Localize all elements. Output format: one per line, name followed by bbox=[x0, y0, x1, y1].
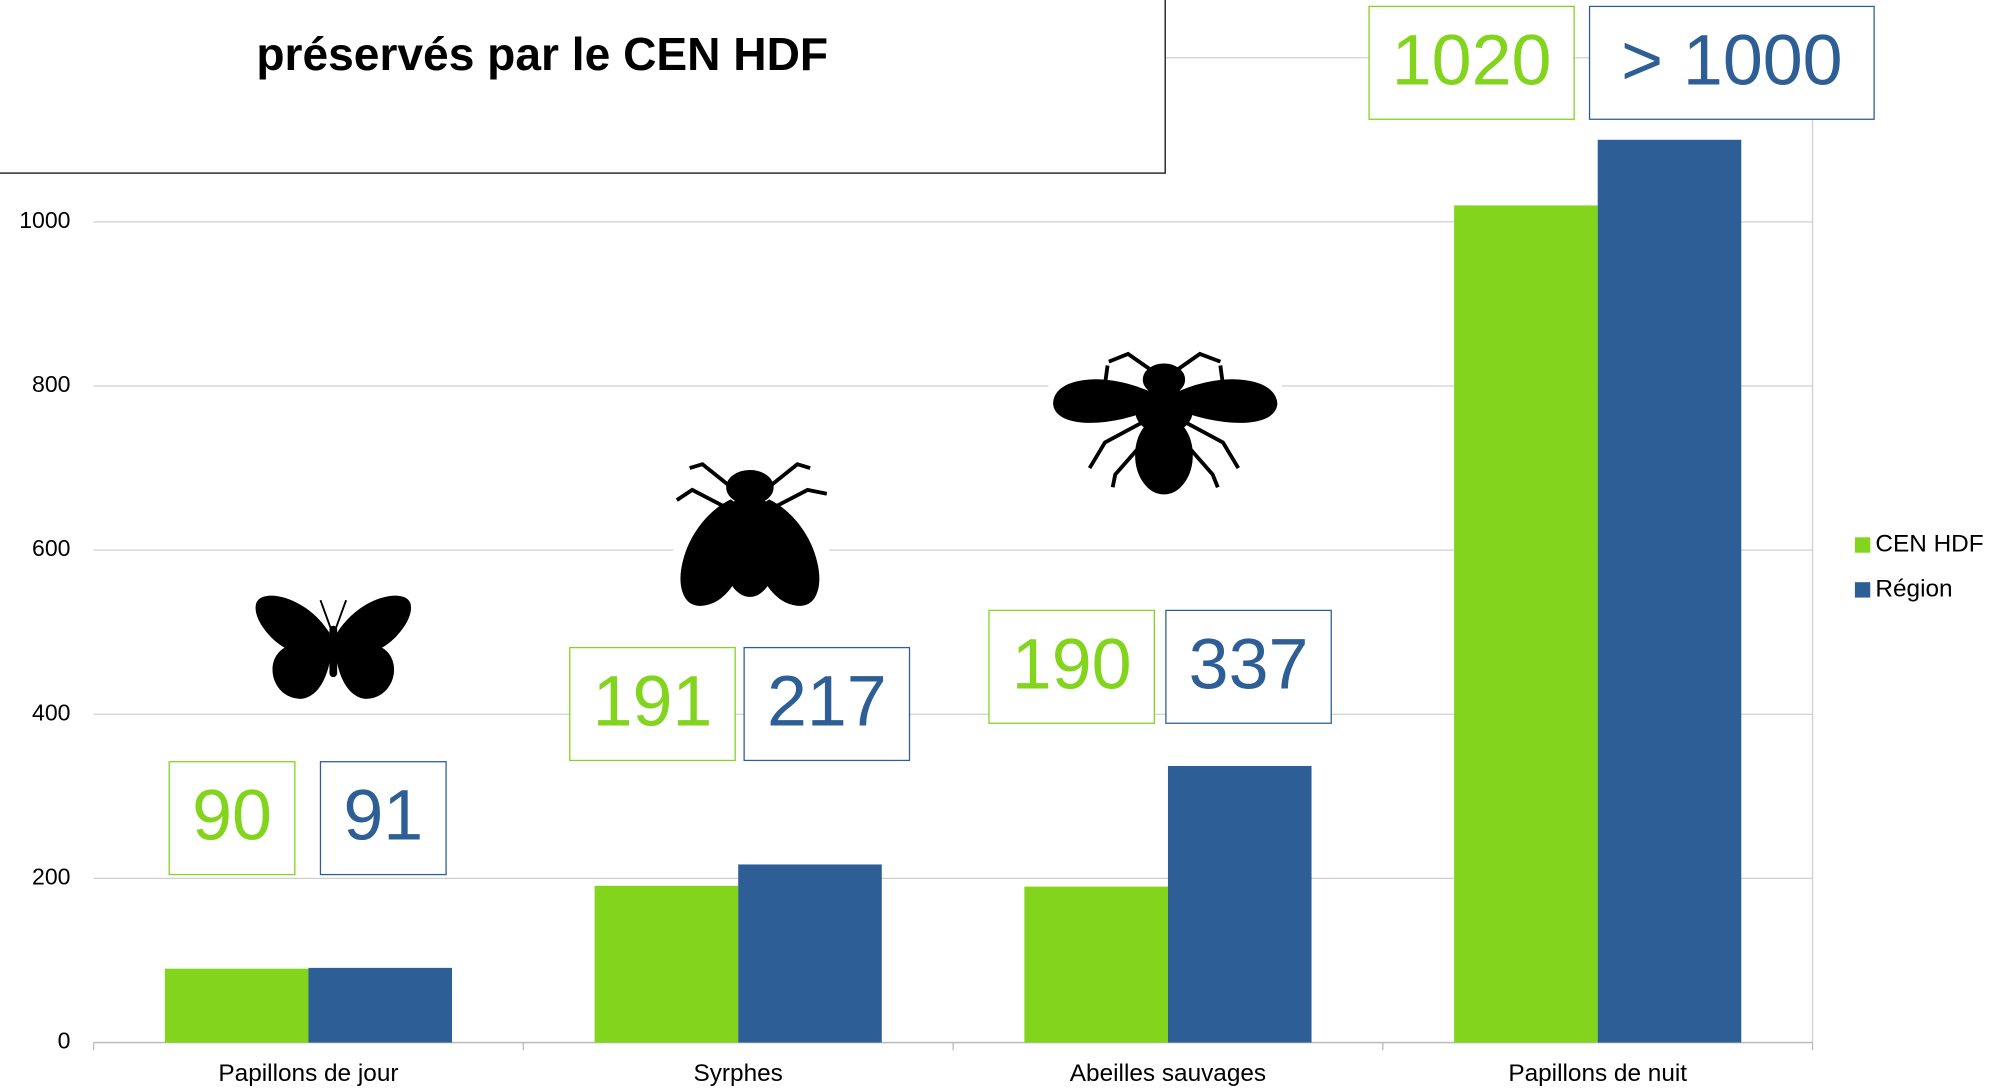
legend-swatch bbox=[1854, 537, 1871, 553]
bar bbox=[1024, 886, 1168, 1043]
title-box bbox=[0, 0, 1167, 174]
bar bbox=[164, 968, 309, 1043]
value-label: 337 bbox=[1189, 624, 1309, 704]
bar bbox=[1597, 139, 1742, 1043]
value-label-box bbox=[319, 761, 447, 876]
x-tick-label: Abeilles sauvages bbox=[1070, 1060, 1266, 1087]
y-tick-label: 0 bbox=[58, 1028, 71, 1054]
value-label-box bbox=[168, 761, 296, 876]
value-label: 190 bbox=[1012, 624, 1132, 704]
butterfly-icon bbox=[255, 595, 412, 699]
value-label-box bbox=[569, 646, 736, 762]
legend-swatch bbox=[1854, 582, 1871, 598]
value-label-box bbox=[1588, 5, 1875, 120]
legend-label: CEN HDF bbox=[1875, 530, 1983, 557]
y-tick-label: 400 bbox=[32, 699, 70, 725]
value-label: 91 bbox=[343, 776, 423, 856]
value-label: 217 bbox=[767, 662, 887, 742]
value-label: 191 bbox=[593, 662, 713, 742]
y-tick-label: 600 bbox=[32, 535, 70, 561]
value-label: > 1000 bbox=[1621, 20, 1843, 100]
chart-title: préservés par le CEN HDF bbox=[256, 28, 828, 80]
legend-label: Région bbox=[1875, 575, 1952, 602]
bar bbox=[1454, 205, 1598, 1043]
bar bbox=[1167, 765, 1312, 1043]
value-label-box bbox=[1368, 5, 1575, 120]
bar bbox=[594, 885, 739, 1043]
y-tick-label: 200 bbox=[32, 864, 70, 890]
bar bbox=[738, 864, 882, 1043]
x-tick-label: Syrphes bbox=[694, 1060, 783, 1087]
x-tick-label: Papillons de jour bbox=[218, 1060, 398, 1087]
value-label: 1020 bbox=[1392, 20, 1552, 100]
value-label-box bbox=[1165, 609, 1332, 724]
icons bbox=[255, 346, 1282, 712]
y-tick-label: 800 bbox=[32, 371, 70, 397]
bee-icon bbox=[1053, 351, 1278, 495]
x-tick-label: Papillons de nuit bbox=[1508, 1060, 1687, 1087]
value-label: 90 bbox=[192, 776, 272, 856]
value-label-box bbox=[743, 646, 911, 762]
y-tick-label: 1000 bbox=[19, 207, 70, 233]
value-label-box bbox=[988, 609, 1155, 724]
fly-icon bbox=[675, 462, 828, 606]
bar bbox=[308, 967, 453, 1043]
marks: 90 91 191 217 190 337 1020 > 1000 CEN HDF Région bbox=[164, 5, 1984, 1043]
